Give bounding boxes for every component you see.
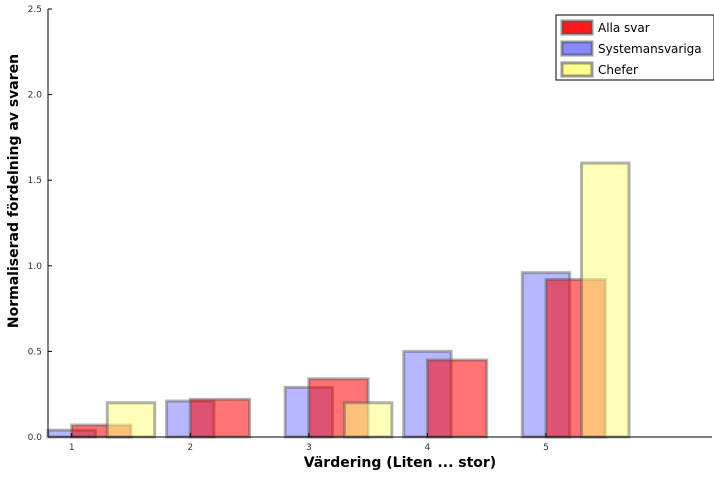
bar-chefer-3 bbox=[342, 401, 394, 439]
x-tick-label: 4 bbox=[425, 443, 431, 453]
y-tick-label: 2.5 bbox=[28, 5, 42, 15]
bar-alla-svar-4 bbox=[425, 358, 489, 439]
y-tick-label: 0.5 bbox=[28, 347, 42, 357]
y-axis-label: Normaliserad fördelning av svaren bbox=[6, 54, 22, 328]
bars-layer bbox=[46, 161, 631, 439]
legend-label: Systemansvariga bbox=[598, 42, 702, 56]
y-tick-label: 2.0 bbox=[28, 91, 43, 101]
x-axis-label: Värdering (Liten ... stor) bbox=[304, 455, 496, 471]
x-tick-label: 1 bbox=[69, 443, 75, 453]
legend-label: Alla svar bbox=[598, 21, 650, 35]
x-tick-label: 3 bbox=[306, 443, 312, 453]
y-tick-label: 0.0 bbox=[28, 433, 43, 443]
y-tick-label: 1.5 bbox=[28, 176, 42, 186]
legend: Alla svar Systemansvariga Chefer bbox=[555, 14, 714, 81]
x-tick-label: 5 bbox=[543, 443, 549, 453]
x-tick-label: 2 bbox=[187, 443, 193, 453]
legend-swatch bbox=[560, 61, 594, 78]
y-tick-label: 1.0 bbox=[28, 262, 43, 272]
axes-layer: 0.0 0.5 1.0 1.5 2.0 2.5 1 2 3 4 5 bbox=[28, 5, 712, 453]
bar-chefer-5 bbox=[580, 161, 631, 439]
legend-swatch bbox=[560, 40, 594, 57]
bar-alla-svar-2 bbox=[188, 397, 252, 439]
legend-swatch bbox=[560, 19, 594, 36]
legend-label: Chefer bbox=[598, 63, 638, 77]
bar-chefer-1 bbox=[105, 401, 157, 439]
